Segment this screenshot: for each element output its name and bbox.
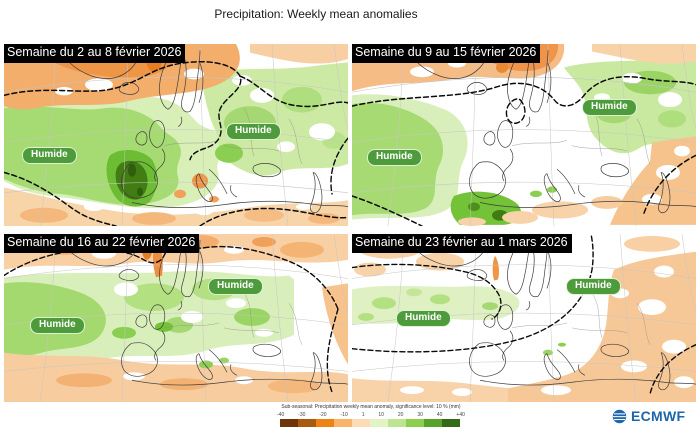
colorbar-tick: 1: [361, 412, 365, 418]
colorbar-tick: 20: [397, 412, 404, 418]
legend-caption: Sub-seasonal: Precipitation weekly mean …: [281, 404, 461, 410]
colorbar-tick: 40: [436, 412, 443, 418]
colorbar: [280, 419, 460, 427]
humide-label: Humide: [582, 99, 637, 116]
map-panel-4: Semaine du 23 février au 1 mars 2026 Hum…: [352, 234, 696, 402]
colorbar-segment: [388, 419, 406, 427]
humide-label: Humide: [30, 317, 85, 334]
humide-label: Humide: [22, 147, 77, 164]
map-graphic-1: [4, 44, 348, 226]
humide-label: Humide: [208, 278, 263, 295]
panel-title-4: Semaine du 23 février au 1 mars 2026: [352, 234, 572, 253]
colorbar-segment: [298, 419, 316, 427]
colorbar-segment: [370, 419, 388, 427]
humide-label: Humide: [226, 123, 281, 140]
panel-title-3: Semaine du 16 au 22 février 2026: [4, 234, 200, 253]
ecmwf-logo: ECMWF: [612, 408, 685, 424]
colorbar-tick: -30: [298, 412, 306, 418]
humide-label: Humide: [566, 278, 621, 295]
panel-title-1: Semaine du 2 au 8 février 2026: [4, 44, 186, 63]
colorbar-segment: [316, 419, 334, 427]
humide-label: Humide: [396, 310, 451, 327]
map-panel-2: Semaine du 9 au 15 février 2026 Humide Hu…: [352, 44, 696, 226]
colorbar-segment: [334, 419, 352, 427]
colorbar-segment: [442, 419, 460, 427]
colorbar-segment: [280, 419, 298, 427]
map-graphic-4: [352, 234, 696, 402]
colorbar-segment: [352, 419, 370, 427]
map-panel-1: Semaine du 2 au 8 février 2026 Humide Hum…: [4, 44, 348, 226]
ecmwf-logo-text: ECMWF: [631, 408, 686, 424]
map-panel-3: Semaine du 16 au 22 février 2026 Humide H…: [4, 234, 348, 402]
colorbar-tick: -40: [277, 412, 285, 418]
colorbar-tick: +40: [456, 412, 465, 418]
ecmwf-logo-icon: [612, 409, 627, 423]
colorbar-segment: [406, 419, 424, 427]
colorbar-segment: [424, 419, 442, 427]
colorbar-tick: 30: [417, 412, 423, 418]
page-title: Precipitation: Weekly mean anomalies: [214, 7, 418, 21]
humide-label: Humide: [367, 149, 422, 166]
colorbar-tick: 10: [378, 412, 384, 418]
colorbar-ticks: -40 -30 -20 -10 1 10 20 30 40 +40: [277, 412, 465, 418]
map-graphic-2: [352, 44, 696, 226]
colorbar-tick: -10: [340, 412, 348, 418]
colorbar-tick: -20: [319, 412, 327, 418]
panel-title-2: Semaine du 9 au 15 février 2026: [352, 44, 541, 63]
